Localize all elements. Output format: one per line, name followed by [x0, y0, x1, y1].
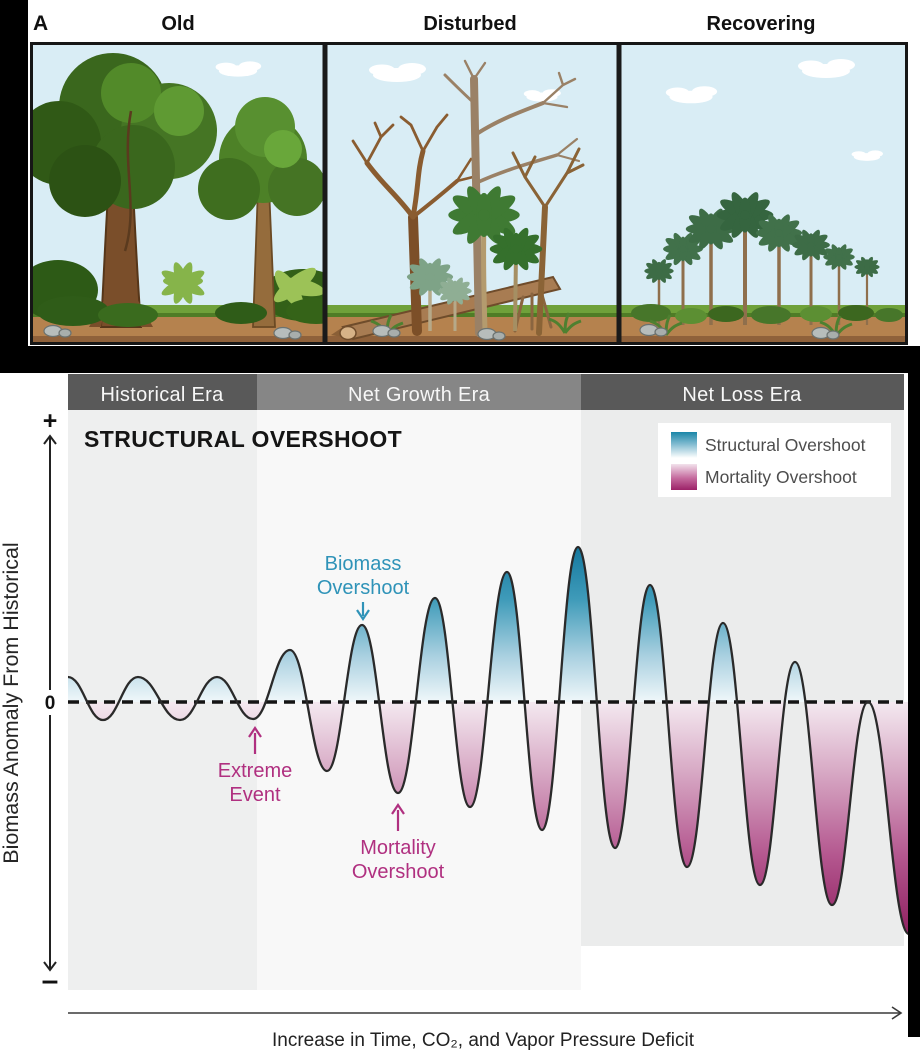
- y-axis-label: Biomass Anomaly From Historical: [0, 542, 23, 863]
- x-axis-label: Increase in Time, CO₂, and Vapor Pressur…: [272, 1030, 695, 1051]
- extreme-event-label-line1: Extreme: [218, 760, 292, 782]
- era-label-net-loss: Net Loss Era: [682, 384, 802, 406]
- legend-swatch-structural: [671, 432, 697, 458]
- y-axis-plus: +: [43, 407, 58, 435]
- axis-arrow-up-icon: [43, 434, 57, 445]
- old-understory: [37, 262, 323, 327]
- era-label-historical: Historical Era: [100, 384, 224, 406]
- old-right-tree: [198, 97, 323, 328]
- forest-frame: [30, 42, 908, 345]
- recovering-forest-scene: [631, 59, 903, 340]
- up-arrow-icon: [391, 803, 405, 815]
- panel-title-disturbed: Disturbed: [423, 13, 517, 35]
- forest-illustration: [33, 45, 905, 342]
- black-right-strip: [908, 346, 920, 1037]
- surviving-palms: [406, 182, 543, 332]
- up-arrow-icon: [248, 726, 262, 738]
- old-forest-scene: [33, 53, 323, 340]
- mortality-overshoot-label-line1: Mortality: [360, 837, 436, 859]
- young-shrubs: [631, 304, 903, 324]
- era-label-net-growth: Net Growth Era: [348, 384, 491, 406]
- x-axis: Increase in Time, CO₂, and Vapor Pressur…: [68, 1006, 903, 1051]
- liana-vine: [123, 110, 133, 252]
- black-divider-band: [0, 346, 920, 373]
- extreme-event-label-line2: Event: [229, 784, 281, 806]
- panel-title-old: Old: [161, 13, 195, 35]
- down-arrow-icon: [356, 609, 370, 621]
- grass-shadow: [33, 313, 905, 318]
- chart-title: STRUCTURAL OVERSHOOT: [84, 426, 402, 452]
- banana-plant: [273, 267, 323, 308]
- biomass-anomaly-curve: [67, 545, 911, 936]
- legend-label-structural: Structural Overshoot: [705, 435, 866, 455]
- panel-title-recovering: Recovering: [706, 13, 816, 35]
- annotation-extreme-event: Extreme Event: [218, 726, 292, 806]
- annotation-biomass-overshoot: Biomass Overshoot: [317, 553, 410, 621]
- era-bar: [68, 374, 904, 410]
- axis-arrow-down-icon: [43, 961, 57, 972]
- legend: Structural Overshoot Mortality Overshoot: [658, 423, 891, 497]
- annotation-mortality-overshoot: Mortality Overshoot: [352, 803, 445, 883]
- soil-dark: [33, 336, 905, 342]
- structural-overshoot-chart: Historical Era Net Growth Era Net Loss E…: [0, 373, 911, 1053]
- y-axis-zero: 0: [45, 693, 56, 714]
- biomass-overshoot-label-line2: Overshoot: [317, 577, 410, 599]
- disturbed-forest-scene: [331, 59, 585, 341]
- legend-label-mortality: Mortality Overshoot: [705, 467, 857, 487]
- axis-arrow-right-icon: [891, 1006, 903, 1020]
- panel-a-label: A: [33, 12, 49, 35]
- legend-swatch-mortality: [671, 464, 697, 490]
- old-big-tree: [33, 53, 217, 328]
- mortality-overshoot-label-line2: Overshoot: [352, 861, 445, 883]
- y-axis-minus: –: [42, 964, 59, 997]
- bare-tree-right: [511, 147, 585, 336]
- black-left-strip: [0, 0, 28, 373]
- biomass-overshoot-label-line1: Biomass: [325, 553, 402, 575]
- y-axis: + 0 – Biomass Anomaly From Historical: [0, 407, 58, 997]
